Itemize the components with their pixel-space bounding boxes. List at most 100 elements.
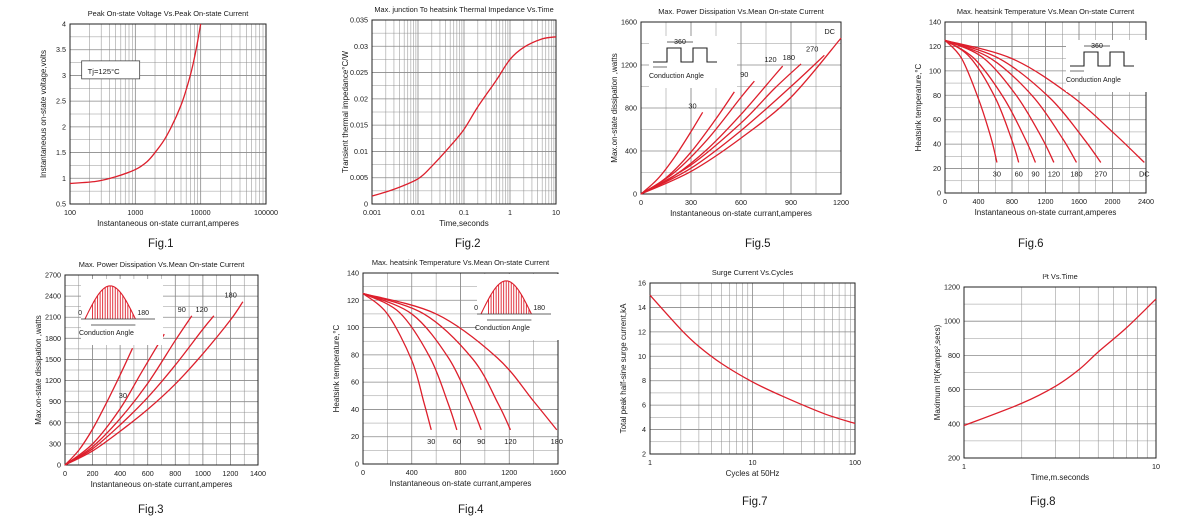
fig6-caption: Fig.6 bbox=[1018, 238, 1044, 250]
fig5-conduction-inset: 360 Conduction Angle bbox=[649, 36, 737, 88]
fig5-x-tick-label: 300 bbox=[685, 198, 697, 207]
fig5-series-label: 30 bbox=[688, 101, 696, 110]
fig5-inset-square bbox=[653, 47, 717, 63]
fig3-y-tick-label: 2100 bbox=[45, 313, 61, 322]
fig7-y-tick-label: 16 bbox=[638, 279, 646, 288]
fig4-y-tick-label: 60 bbox=[351, 378, 359, 387]
fig3-x-tick-label: 1000 bbox=[195, 469, 211, 478]
fig8-y-tick-label: 600 bbox=[948, 385, 960, 394]
chart-fig4: Max. heatsink Temperature Vs.Mean On-sta… bbox=[300, 258, 600, 520]
fig5-x-tick-label: 900 bbox=[785, 198, 797, 207]
fig3-caption: Fig.3 bbox=[138, 504, 164, 516]
fig1-x-tick-label: 1000 bbox=[127, 208, 143, 217]
fig3-curves bbox=[64, 301, 244, 466]
fig2-y-tick-label: 0.03 bbox=[354, 42, 368, 51]
fig5-svg: Max. Power Dissipation Vs.Mean On-state … bbox=[610, 7, 849, 218]
fig6-y-axis-label: Heatsink temperature,°C bbox=[914, 63, 923, 151]
fig6-conduction-inset: 360 Conduction Angle bbox=[1066, 40, 1154, 92]
fig8-y-tick-label: 800 bbox=[948, 351, 960, 360]
fig5-series-label: 270 bbox=[806, 44, 818, 53]
fig1-y-tick-label: 1.5 bbox=[56, 148, 66, 157]
fig3-series-60 bbox=[64, 333, 165, 466]
fig2-y-tick-label: 0.02 bbox=[354, 94, 368, 103]
fig2-caption: Fig.2 bbox=[455, 238, 481, 250]
fig7-y-tick-label: 6 bbox=[642, 401, 646, 410]
fig8-plot-frame bbox=[963, 286, 1157, 459]
fig8-y-tick-label: 1200 bbox=[944, 283, 960, 292]
fig6-series-DC bbox=[944, 39, 1145, 163]
fig6-x-tick-label: 2400 bbox=[1138, 197, 1154, 206]
fig5-inset-value: 360 bbox=[674, 39, 686, 46]
fig5-series-DC bbox=[640, 37, 842, 195]
fig2-x-tick-label: 10 bbox=[552, 208, 560, 217]
fig8-y-tick-label: 200 bbox=[948, 454, 960, 463]
fig2-y-tick-label: 0.035 bbox=[350, 16, 368, 25]
fig3-conduction-inset: 0 180 Conduction Angle bbox=[78, 279, 163, 345]
fig4-y-tick-label: 40 bbox=[351, 405, 359, 414]
fig6-x-tick-label: 0 bbox=[943, 197, 947, 206]
fig7-caption: Fig.7 bbox=[742, 496, 768, 508]
fig4-plot-frame bbox=[362, 272, 559, 465]
fig7-svg: Surge Current Vs.Cycles 1 10 100 2 4 6 8 10 12 14 1… bbox=[619, 268, 861, 478]
fig4-x-tick-label: 1200 bbox=[501, 468, 517, 477]
fig3-plot-frame bbox=[64, 274, 259, 466]
fig6-x-tick-label: 800 bbox=[1006, 197, 1018, 206]
fig6-series-label: 120 bbox=[1048, 169, 1060, 178]
fig6-x-tick-label: 1600 bbox=[1071, 197, 1087, 206]
fig3-y-tick-label: 1200 bbox=[45, 376, 61, 385]
fig1-plot-frame bbox=[69, 23, 267, 205]
fig5-y-tick-label: 0 bbox=[633, 190, 637, 199]
fig3-x-tick-label: 1200 bbox=[222, 469, 238, 478]
fig6-title: Max. heatsink Temperature Vs.Mean On-sta… bbox=[957, 7, 1134, 16]
fig3-x-tick-label: 200 bbox=[87, 469, 99, 478]
fig1-caption: Fig.1 bbox=[148, 238, 174, 250]
chart-fig8: I²t Vs.Time 1 10 200 400 600 800 1000 1200 Time,m… bbox=[900, 258, 1200, 520]
fig7-y-tick-label: 2 bbox=[642, 450, 646, 459]
fig4-series-30 bbox=[362, 292, 432, 431]
fig4-series-label: 180 bbox=[551, 437, 563, 446]
fig6-y-tick-label: 140 bbox=[929, 18, 941, 27]
fig5-curves bbox=[640, 37, 842, 195]
fig4-x-axis-label: Instantaneous on-state currant,amperes bbox=[390, 479, 532, 488]
fig4-series-60 bbox=[362, 292, 458, 431]
fig5-series-label: DC bbox=[824, 27, 835, 36]
fig3-x-tick-label: 800 bbox=[169, 469, 181, 478]
fig3-title: Max. Power Dissipation Vs.Mean On-state … bbox=[79, 260, 245, 269]
fig3-y-tick-label: 2700 bbox=[45, 271, 61, 280]
fig7-x-tick-label: 10 bbox=[749, 458, 757, 467]
fig3-inset-right: 180 bbox=[137, 310, 149, 317]
chart-fig2: Max. junction To heatsink Thermal Impeda… bbox=[300, 0, 600, 258]
fig6-y-tick-label: 100 bbox=[929, 66, 941, 75]
fig5-x-tick-label: 0 bbox=[639, 198, 643, 207]
fig1-curves bbox=[69, 23, 202, 185]
fig3-series-90 bbox=[64, 315, 193, 466]
fig4-svg: Max. heatsink Temperature Vs.Mean On-sta… bbox=[332, 258, 566, 488]
fig6-series-label: 90 bbox=[1031, 169, 1039, 178]
fig3-x-tick-label: 1400 bbox=[250, 469, 266, 478]
fig6-y-tick-label: 40 bbox=[933, 140, 941, 149]
fig3-series-120 bbox=[64, 315, 215, 466]
chart-fig1: Peak On-state Voltage Vs.Peak On-state C… bbox=[0, 0, 300, 258]
fig4-title: Max. heatsink Temperature Vs.Mean On-sta… bbox=[372, 258, 549, 267]
fig4-x-tick-label: 0 bbox=[361, 468, 365, 477]
fig5-series-90 bbox=[640, 80, 755, 195]
fig6-plot-frame bbox=[944, 21, 1147, 194]
fig3-x-tick-label: 400 bbox=[114, 469, 126, 478]
fig1-x-tick-label: 100000 bbox=[254, 208, 278, 217]
fig1-y-tick-label: 2 bbox=[62, 122, 66, 131]
fig1-x-tick-label: 10000 bbox=[191, 208, 211, 217]
fig6-x-axis-label: Instantaneous on-state currant,amperes bbox=[975, 208, 1117, 217]
chart-fig5: Max. Power Dissipation Vs.Mean On-state … bbox=[600, 0, 900, 258]
fig7-y-axis-label: Total peak half-sine surge current,kA bbox=[619, 303, 628, 434]
fig7-plot-frame bbox=[649, 282, 856, 455]
fig8-caption: Fig.8 bbox=[1030, 496, 1056, 508]
fig3-x-tick-label: 600 bbox=[142, 469, 154, 478]
fig6-series-label: 30 bbox=[993, 169, 1001, 178]
fig5-series-270 bbox=[640, 54, 825, 195]
fig7-series-Itsm bbox=[649, 294, 856, 425]
fig4-inset-label: Conduction Angle bbox=[475, 325, 530, 332]
fig3-inset-label: Conduction Angle bbox=[79, 330, 134, 337]
fig8-x-axis-label: Time,m.seconds bbox=[1031, 473, 1089, 482]
fig8-curves bbox=[963, 298, 1157, 427]
fig4-x-tick-label: 1600 bbox=[550, 468, 566, 477]
